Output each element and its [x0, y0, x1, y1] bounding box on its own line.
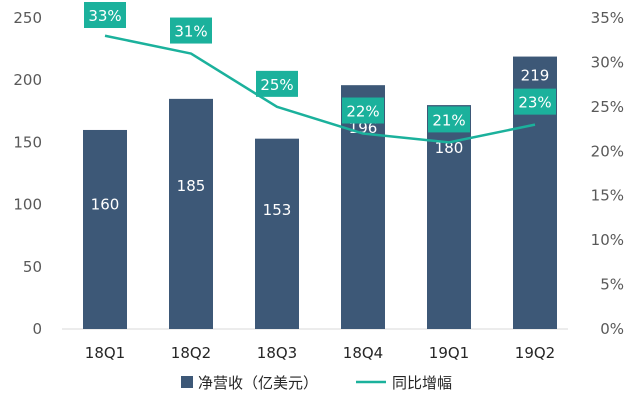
bar-value-label: 160 [91, 196, 120, 214]
bar-value-label: 180 [435, 139, 464, 157]
right-axis-tick-label: 15% [591, 187, 624, 205]
bar-value-label: 196 [349, 119, 378, 137]
x-axis-category-label: 18Q3 [257, 344, 297, 362]
right-axis-tick-label: 0% [600, 320, 624, 338]
bar-series: 160 185 153 196 180 219 [83, 56, 557, 330]
right-axis-tick-label: 20% [591, 142, 624, 160]
line-value-label: 33% [88, 7, 121, 25]
line-value-box [514, 88, 556, 115]
line-value-label: 25% [260, 76, 293, 94]
line-series: 33% 31% 25% 22% 21% 23% [84, 2, 556, 144]
left-axis-tick-label: 250 [13, 9, 42, 27]
line-value-box [170, 17, 212, 44]
line-value-label: 31% [174, 23, 207, 41]
line-value-box [342, 97, 384, 124]
right-axis-tick-label: 30% [591, 53, 624, 71]
x-axis-category-label: 19Q1 [429, 344, 469, 362]
line-value-box [428, 106, 470, 133]
legend: 净营收（亿美元） 同比增幅 [181, 374, 452, 392]
bar-value-label: 153 [263, 201, 292, 219]
left-axis-tick-label: 50 [23, 258, 42, 276]
line-value-label: 21% [432, 111, 465, 129]
bar-value-label: 185 [177, 177, 206, 195]
line-value-box [256, 70, 298, 97]
right-axis-tick-label: 25% [591, 98, 624, 116]
right-y-axis: 0% 5% 10% 15% 20% 25% 30% 35% [591, 9, 624, 338]
x-axis-category-label: 18Q4 [343, 344, 383, 362]
line-value-box [84, 2, 126, 28]
x-axis-category-label: 18Q2 [171, 344, 211, 362]
left-axis-tick-label: 200 [13, 71, 42, 89]
bar-18Q2 [169, 98, 213, 329]
line-value-label: 23% [518, 94, 551, 112]
line-value-label: 22% [346, 103, 379, 121]
bar-18Q3 [255, 138, 299, 329]
legend-line-label: 同比增幅 [392, 374, 452, 392]
x-axis-category-label: 18Q1 [85, 344, 125, 362]
x-axis-category-label: 19Q2 [515, 344, 555, 362]
left-axis-tick-label: 150 [13, 133, 42, 151]
bar-value-label: 219 [521, 67, 550, 85]
left-axis-tick-label: 0 [32, 320, 42, 338]
left-axis-tick-label: 100 [13, 196, 42, 214]
x-axis-categories: 18Q1 18Q2 18Q3 18Q4 19Q1 19Q2 [85, 344, 555, 362]
bar-18Q1 [83, 129, 127, 329]
bar-18Q4 [341, 85, 385, 330]
legend-bar-label: 净营收（亿美元） [198, 374, 318, 392]
left-y-axis: 0 50 100 150 200 250 [13, 9, 42, 338]
legend-bar-swatch [181, 376, 193, 388]
growth-line [104, 34, 536, 144]
right-axis-tick-label: 35% [591, 9, 624, 27]
right-axis-tick-label: 5% [600, 276, 624, 294]
right-axis-tick-label: 10% [591, 231, 624, 249]
